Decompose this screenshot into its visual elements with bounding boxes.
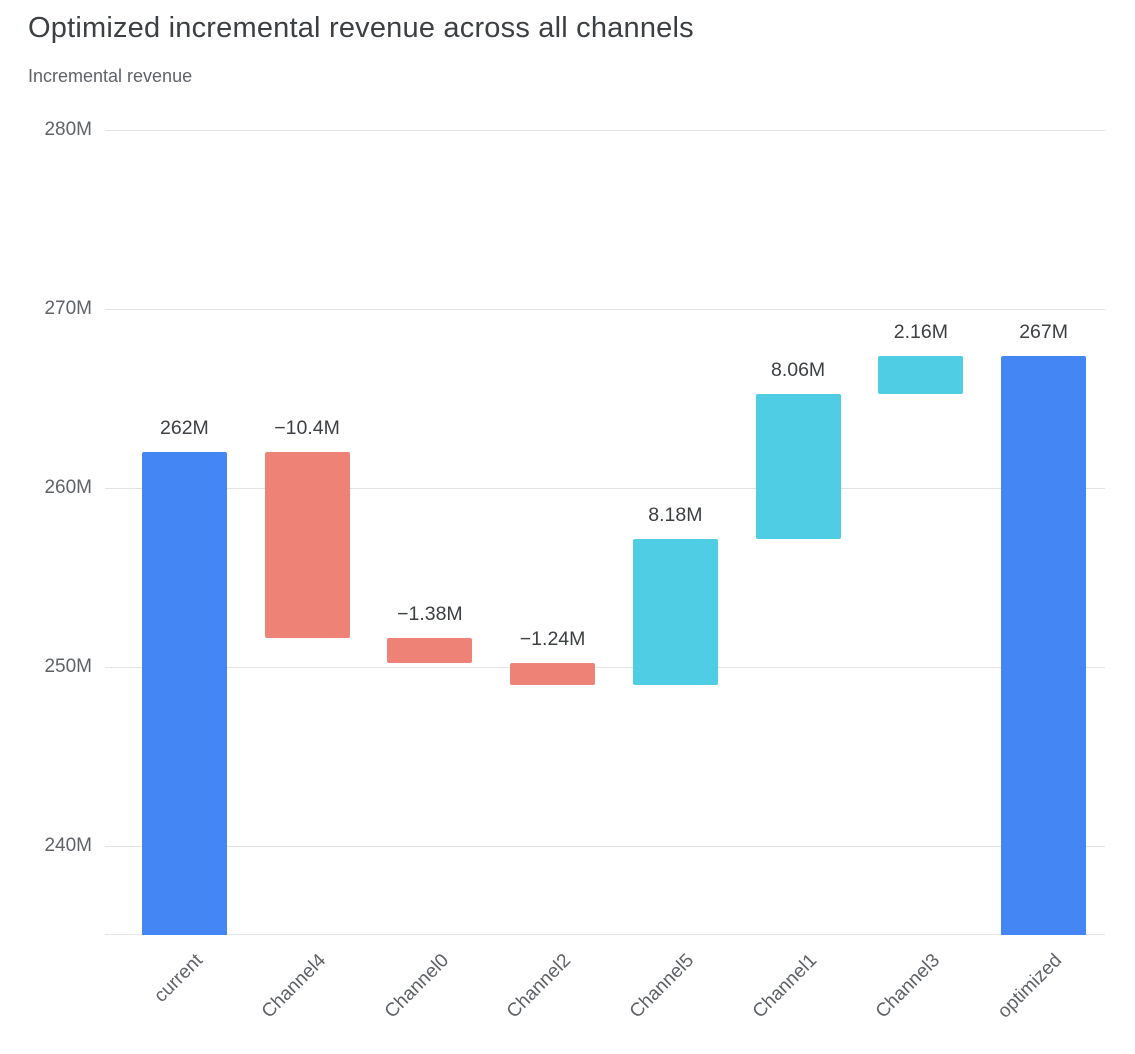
plot-area: 262M −10.4M −1.38M −1.24M 8.18M 8.06M 2.16M 267… (105, 130, 1105, 935)
bar-value-label: −1.38M (397, 603, 463, 625)
y-axis-tick-label: 240M (44, 834, 92, 856)
x-axis-label-optimized: optimized (994, 950, 1067, 1023)
y-axis-tick-label: 270M (44, 297, 92, 319)
gridline (105, 308, 1105, 310)
bar-Channel0[interactable] (387, 638, 473, 663)
bar-optimized[interactable] (1001, 355, 1087, 935)
y-axis: 280M 270M 260M 250M 240M (0, 119, 92, 935)
x-axis-label-current: current (150, 950, 208, 1007)
x-axis-label-Channel4: Channel4 (257, 950, 330, 1023)
bar-Channel4[interactable] (264, 452, 350, 638)
bar-value-label: −10.4M (274, 417, 340, 439)
x-axis-label-Channel5: Channel5 (625, 950, 699, 1023)
gridline (105, 666, 1105, 668)
bar-Channel3[interactable] (878, 355, 964, 395)
bar-value-label: 267M (1019, 320, 1068, 343)
bar-Channel1[interactable] (755, 394, 841, 539)
x-axis-label-Channel0: Channel0 (380, 950, 453, 1023)
x-axis: current Channel4 Channel0 Channel2 Channel5 C… (105, 940, 1105, 1054)
y-axis-tick-label: 260M (44, 476, 92, 498)
bar-current[interactable] (141, 452, 227, 935)
bar-value-label: −1.24M (519, 627, 586, 650)
gridline (105, 487, 1105, 489)
bar-Channel2[interactable] (510, 662, 596, 685)
bar-value-label: 8.18M (648, 503, 703, 526)
y-axis-tick-label: 280M (44, 119, 92, 140)
bar-value-label: 262M (160, 417, 209, 439)
y-axis-tick-label: 250M (44, 655, 92, 677)
bar-Channel5[interactable] (632, 538, 718, 685)
x-axis-label-Channel3: Channel3 (871, 950, 944, 1023)
x-axis-label-Channel2: Channel2 (503, 950, 576, 1023)
bar-value-label: 8.06M (770, 359, 826, 382)
chart-title: Optimized incremental revenue across all… (28, 12, 694, 44)
chart-subtitle: Incremental revenue (28, 66, 193, 86)
gridline (105, 130, 1105, 131)
gridline (105, 845, 1105, 847)
x-axis-label-Channel1: Channel1 (748, 950, 821, 1023)
bar-value-label: 2.16M (893, 320, 948, 343)
